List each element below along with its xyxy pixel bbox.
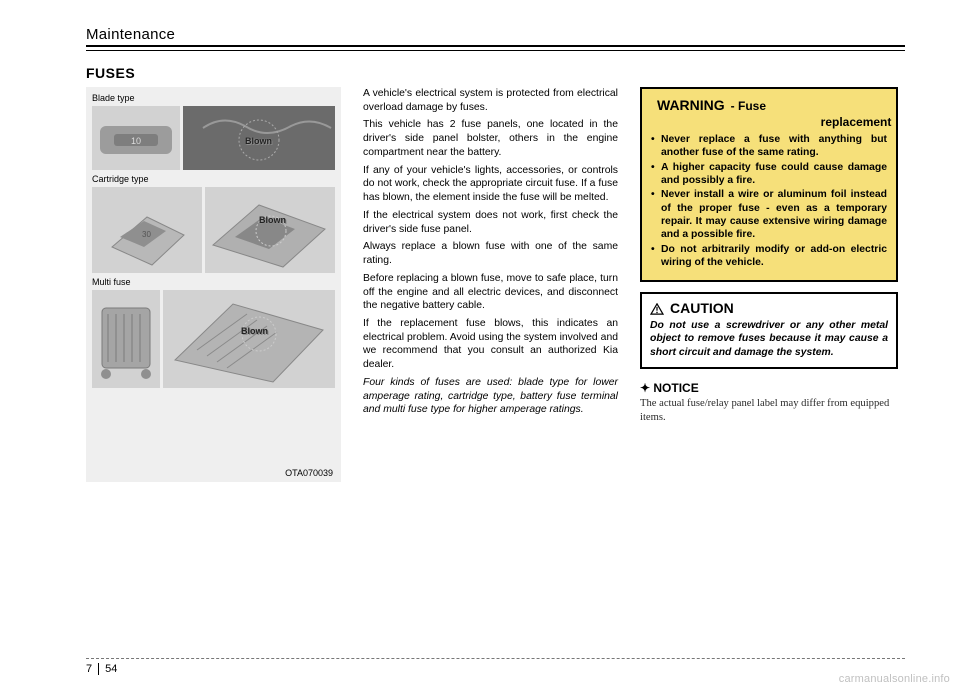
header-rule-thick [86,45,905,47]
caution-label: CAUTION [670,300,734,316]
figure-label-multi: Multi fuse [92,277,335,287]
cartridge-blown: Blown [205,187,335,273]
body-column: A vehicle's electrical system is protect… [363,87,618,482]
caution-triangle-icon [650,303,664,315]
footer-dashed-rule [86,658,905,659]
figure-label-blade: Blade type [92,93,335,103]
blade-blown: Blown [183,106,335,170]
caution-box: CAUTION Do not use a screwdriver or any … [640,292,898,369]
content-columns: Blade type 10 [86,87,905,482]
blade-normal: 10 [92,106,180,170]
caution-header: CAUTION [650,300,888,316]
figure-code: OTA070039 [285,468,333,478]
section-number: 7 [86,663,99,675]
body-p3: If any of your vehicle's lights, accesso… [363,164,618,205]
warning-list: Never replace a fuse with anything but a… [651,133,887,269]
figure-column: Blade type 10 [86,87,341,482]
blown-label: Blown [245,136,272,146]
svg-text:30: 30 [142,230,151,239]
page-numbers: 7 54 [86,663,905,675]
blade-fuse-icon: 10 [92,106,180,170]
multi-row: Blown [92,290,335,388]
warning-label: WARNING [657,97,725,113]
svg-text:10: 10 [131,136,141,146]
caution-text: Do not use a screwdriver or any other me… [650,319,888,359]
cartridge-normal: 30 [92,187,202,273]
notice-text: The actual fuse/relay panel label may di… [640,397,898,426]
body-p6: Before replacing a blown fuse, move to s… [363,272,618,313]
header-title: Maintenance [86,26,905,43]
body-p8: Four kinds of fuses are used: blade type… [363,376,618,417]
header-rule-thin [86,50,905,51]
multi-blown: Blown [163,290,335,388]
body-p4: If the electrical system does not work, … [363,209,618,236]
warning-box: WARNING - Fuse replacement Never replace… [640,87,898,282]
blown-label: Blown [259,215,286,225]
notice-block: ✦ NOTICE The actual fuse/relay panel lab… [640,381,898,426]
page-number: 54 [105,663,117,675]
body-p1: A vehicle's electrical system is protect… [363,87,618,114]
multi-normal [92,290,160,388]
figure-label-cartridge: Cartridge type [92,174,335,184]
section-title: FUSES [86,65,905,81]
body-p5: Always replace a blown fuse with one of … [363,240,618,267]
multi-fuse-icon [92,290,160,388]
warning-item: Never install a wire or aluminum foil in… [651,188,887,241]
notice-heading: ✦ NOTICE [640,381,898,395]
watermark: carmanualsonline.info [839,673,950,685]
callout-column: WARNING - Fuse replacement Never replace… [640,87,898,482]
warning-item: A higher capacity fuse could cause damag… [651,161,887,188]
body-p7: If the replacement fuse blows, this indi… [363,317,618,372]
multi-fuse-blown-icon [163,290,335,388]
page-footer: 7 54 [86,658,905,675]
cartridge-row: 30 Blown [92,187,335,273]
warning-subtitle-2: replacement [821,115,892,129]
blown-label: Blown [241,326,268,336]
page-header: Maintenance [86,26,905,51]
warning-item: Never replace a fuse with anything but a… [651,133,887,160]
cartridge-fuse-blown-icon [205,187,335,273]
blade-row: 10 Blown [92,106,335,170]
warning-header: WARNING - Fuse replacement [651,97,887,129]
warning-item: Do not arbitrarily modify or add-on elec… [651,243,887,270]
warning-subtitle-1: - Fuse [731,99,766,113]
cartridge-fuse-icon: 30 [92,187,202,273]
fuse-figure: Blade type 10 [86,87,341,482]
body-p2: This vehicle has 2 fuse panels, one loca… [363,118,618,159]
